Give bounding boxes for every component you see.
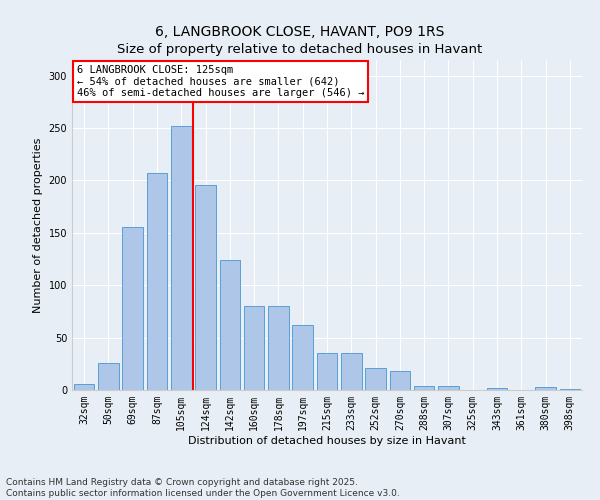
- Bar: [487, 388, 508, 390]
- Text: Size of property relative to detached houses in Havant: Size of property relative to detached ho…: [118, 42, 482, 56]
- Bar: [365, 368, 386, 390]
- Bar: [535, 387, 556, 390]
- Bar: [98, 363, 119, 390]
- Y-axis label: Number of detached properties: Number of detached properties: [33, 138, 43, 312]
- Text: 6, LANGBROOK CLOSE, HAVANT, PO9 1RS: 6, LANGBROOK CLOSE, HAVANT, PO9 1RS: [155, 25, 445, 39]
- Bar: [220, 260, 240, 390]
- Bar: [341, 354, 362, 390]
- Bar: [122, 226, 143, 390]
- Bar: [389, 371, 410, 390]
- Bar: [438, 386, 459, 390]
- Bar: [74, 384, 94, 390]
- Bar: [317, 354, 337, 390]
- Bar: [146, 173, 167, 390]
- Bar: [292, 325, 313, 390]
- Text: Contains HM Land Registry data © Crown copyright and database right 2025.
Contai: Contains HM Land Registry data © Crown c…: [6, 478, 400, 498]
- Text: 6 LANGBROOK CLOSE: 125sqm
← 54% of detached houses are smaller (642)
46% of semi: 6 LANGBROOK CLOSE: 125sqm ← 54% of detac…: [77, 65, 365, 98]
- Bar: [560, 389, 580, 390]
- Bar: [171, 126, 191, 390]
- Bar: [268, 306, 289, 390]
- Bar: [414, 386, 434, 390]
- Bar: [244, 306, 265, 390]
- Bar: [195, 184, 216, 390]
- X-axis label: Distribution of detached houses by size in Havant: Distribution of detached houses by size …: [188, 436, 466, 446]
